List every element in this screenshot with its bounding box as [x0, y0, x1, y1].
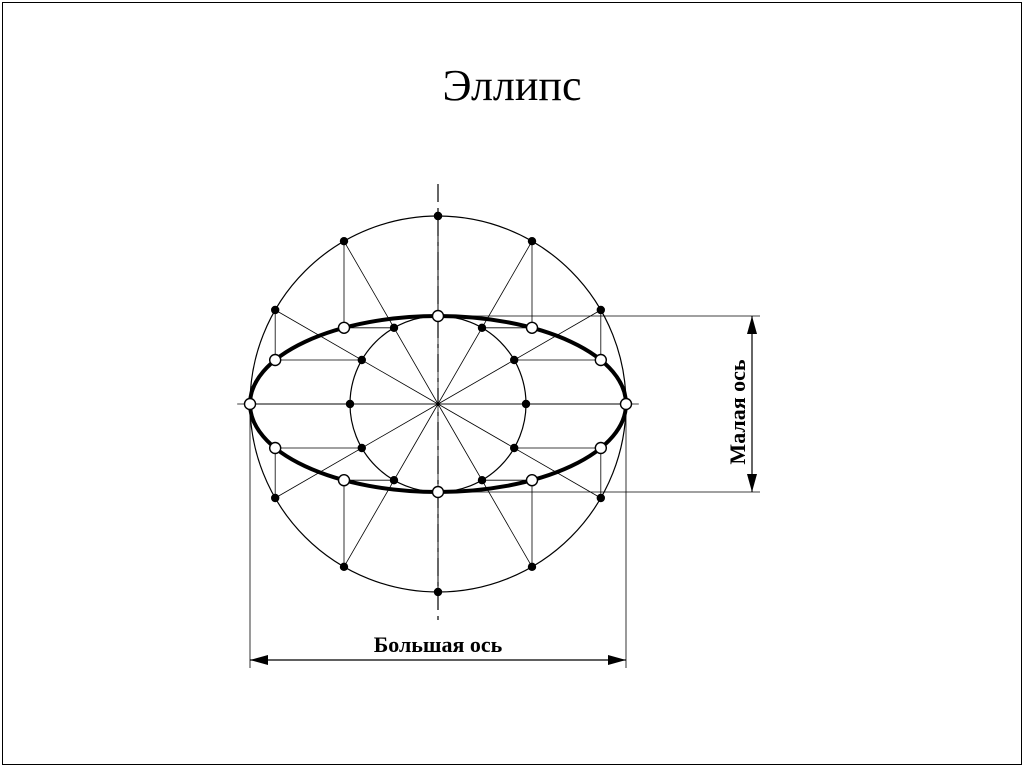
- minor-axis-label: Малая ось: [725, 352, 751, 472]
- major-axis-label: Большая ось: [358, 632, 518, 658]
